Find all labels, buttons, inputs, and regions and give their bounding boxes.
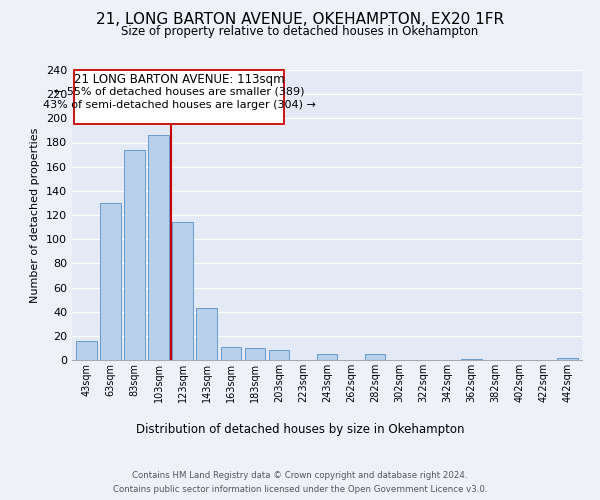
Bar <box>557 358 578 360</box>
Bar <box>148 135 169 360</box>
Bar <box>365 354 385 360</box>
Bar <box>221 346 241 360</box>
Text: Contains HM Land Registry data © Crown copyright and database right 2024.: Contains HM Land Registry data © Crown c… <box>132 471 468 480</box>
Text: Distribution of detached houses by size in Okehampton: Distribution of detached houses by size … <box>136 422 464 436</box>
Text: Size of property relative to detached houses in Okehampton: Size of property relative to detached ho… <box>121 25 479 38</box>
Text: ← 55% of detached houses are smaller (389): ← 55% of detached houses are smaller (38… <box>54 87 304 97</box>
Y-axis label: Number of detached properties: Number of detached properties <box>31 128 40 302</box>
Bar <box>245 348 265 360</box>
Bar <box>196 308 217 360</box>
Bar <box>269 350 289 360</box>
Text: 21 LONG BARTON AVENUE: 113sqm: 21 LONG BARTON AVENUE: 113sqm <box>74 73 284 86</box>
Bar <box>100 203 121 360</box>
Bar <box>461 359 482 360</box>
Bar <box>76 340 97 360</box>
Text: Contains public sector information licensed under the Open Government Licence v3: Contains public sector information licen… <box>113 485 487 494</box>
FancyBboxPatch shape <box>74 70 284 124</box>
Bar <box>317 354 337 360</box>
Bar <box>124 150 145 360</box>
Bar <box>172 222 193 360</box>
Text: 43% of semi-detached houses are larger (304) →: 43% of semi-detached houses are larger (… <box>43 100 316 110</box>
Text: 21, LONG BARTON AVENUE, OKEHAMPTON, EX20 1FR: 21, LONG BARTON AVENUE, OKEHAMPTON, EX20… <box>96 12 504 28</box>
